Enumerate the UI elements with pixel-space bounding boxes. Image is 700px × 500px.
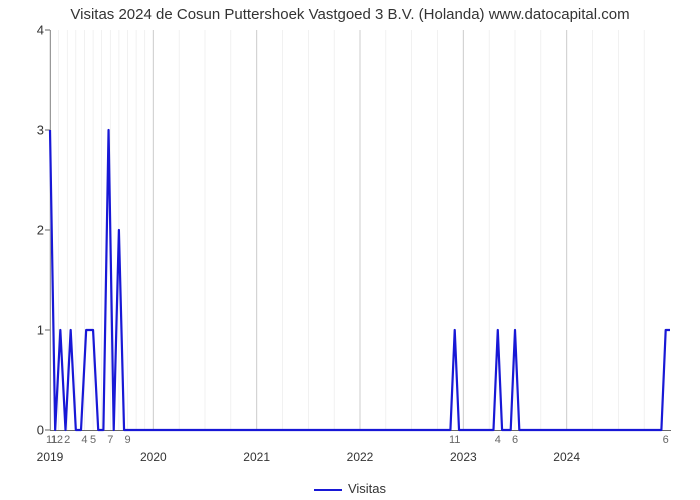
chart-svg: [50, 30, 670, 430]
x-minor-label: 2: [64, 434, 70, 446]
y-tick-label: 3: [37, 123, 44, 138]
x-major-label: 2023: [450, 450, 477, 464]
x-minor-label: 9: [124, 434, 130, 446]
x-major-label: 2024: [553, 450, 580, 464]
x-minor-label: 11: [449, 434, 460, 446]
x-minor-label: 4: [81, 434, 87, 446]
x-minor-label: 6: [663, 434, 669, 446]
x-minor-label: 7: [107, 434, 113, 446]
x-minor-label: 4: [495, 434, 501, 446]
x-minor-label: 6: [512, 434, 518, 446]
chart-container: Visitas 2024 de Cosun Puttershoek Vastgo…: [0, 0, 700, 500]
y-tick-label: 0: [37, 423, 44, 438]
x-major-label: 2022: [347, 450, 374, 464]
y-tick-label: 2: [37, 223, 44, 238]
x-minor-label: 12: [51, 434, 63, 446]
y-tick-label: 4: [37, 23, 44, 38]
x-major-label: 2019: [37, 450, 64, 464]
chart-title: Visitas 2024 de Cosun Puttershoek Vastgo…: [0, 6, 700, 23]
x-major-label: 2020: [140, 450, 167, 464]
y-tick-label: 1: [37, 323, 44, 338]
legend-swatch: [314, 489, 342, 491]
x-minor-label: 5: [90, 434, 96, 446]
x-major-label: 2021: [243, 450, 270, 464]
legend-label: Visitas: [348, 481, 386, 496]
legend: Visitas: [0, 481, 700, 496]
